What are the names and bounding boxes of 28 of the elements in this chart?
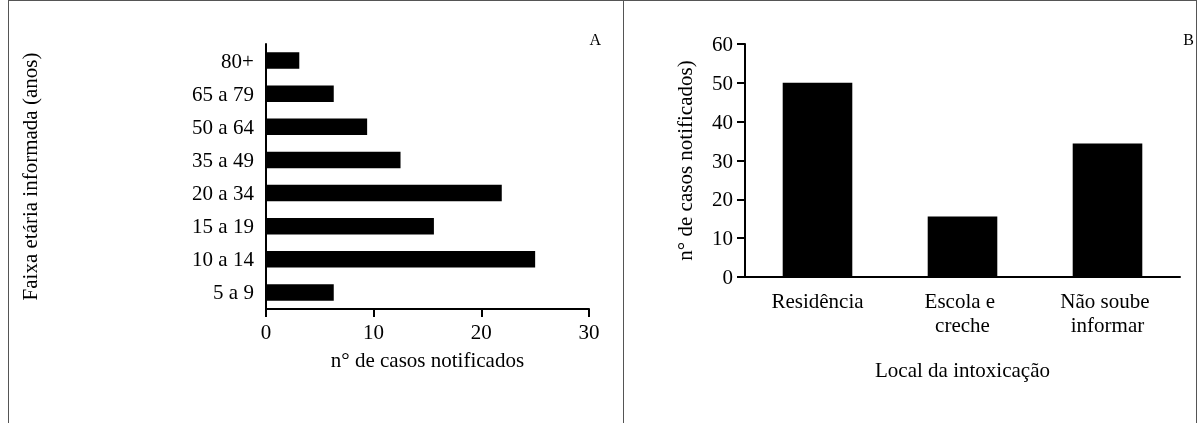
x-tick-label: 0	[260, 319, 272, 344]
y-tick-label: 80+	[221, 48, 254, 73]
y-tick-label: 50 a 64	[192, 114, 255, 139]
y-axis-title: n° de casos notificados)	[672, 60, 697, 261]
y-tick-label: 10 a 14	[192, 247, 255, 272]
y-axis-title: Faixa etária informada (anos)	[18, 52, 42, 301]
y-tick-label: 5 a 9	[213, 280, 254, 305]
y-tick-label: 10	[712, 226, 733, 251]
y-tick-label: 15 a 19	[192, 214, 254, 239]
text: A	[589, 30, 602, 48]
x-tick-label: Escola e creche	[924, 289, 1001, 337]
x-axis-title: n° de casos notificados	[330, 347, 525, 372]
y-tick-label: 60	[712, 32, 733, 56]
y-tick-label: 35 a 49	[192, 147, 254, 172]
y-tick-label: 20	[712, 187, 733, 212]
x-axis-title: Local da intoxicação	[875, 358, 1050, 382]
x-tick-label: 10	[363, 319, 385, 344]
x-tick-label: Não soube informar	[1060, 289, 1155, 337]
text: B	[1183, 30, 1194, 48]
y-tick-label: 20 a 34	[192, 181, 255, 206]
y-tick-label: 65 a 79	[192, 81, 254, 106]
y-tick-label: 40	[712, 109, 733, 134]
x-tick-label: 30	[578, 319, 600, 344]
x-tick-label: Residência	[771, 289, 865, 313]
x-tick-label: 20	[470, 319, 492, 344]
y-tick-label: 0	[722, 265, 733, 289]
y-tick-label: 30	[712, 148, 733, 173]
y-tick-label: 50	[712, 70, 733, 95]
